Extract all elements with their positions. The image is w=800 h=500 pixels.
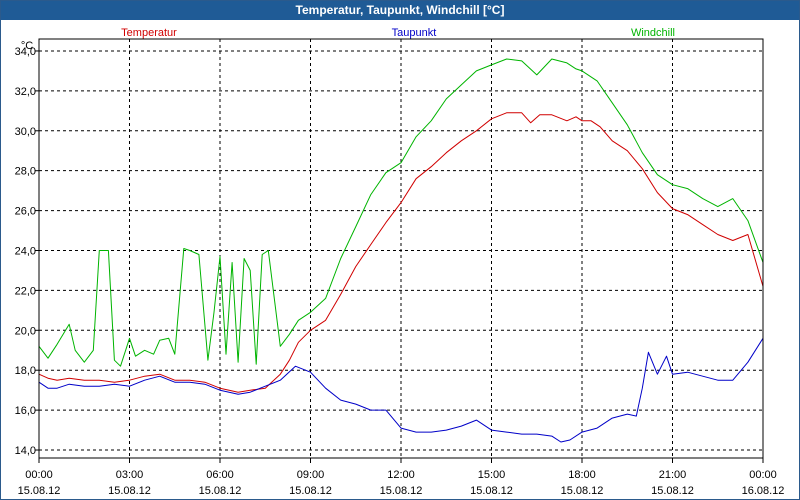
x-tick-date: 15.08.12 <box>470 485 513 497</box>
y-tick-label: 16,0 <box>15 405 36 417</box>
series-line-taupunkt <box>38 338 764 443</box>
series-line-windchill <box>38 58 764 367</box>
x-tick-date: 15.08.12 <box>108 485 151 497</box>
chart-title: Temperatur, Taupunkt, Windchill [°C] <box>1 1 799 20</box>
x-tick-time: 00:00 <box>25 469 53 481</box>
y-tick-label: 24,0 <box>15 245 36 257</box>
y-tick-label: 22,0 <box>15 285 36 297</box>
x-tick-time: 00:00 <box>749 469 777 481</box>
plot-border <box>38 38 764 459</box>
x-tick-time: 21:00 <box>659 469 687 481</box>
x-tick-time: 18:00 <box>568 469 596 481</box>
y-tick-label: 30,0 <box>15 126 36 138</box>
x-tick-date: 16.08.12 <box>742 485 785 497</box>
x-tick-date: 15.08.12 <box>651 485 694 497</box>
y-tick-label: 14,0 <box>15 445 36 457</box>
y-tick-label: 26,0 <box>15 206 36 218</box>
x-tick-time: 12:00 <box>387 469 415 481</box>
x-tick-date: 15.08.12 <box>199 485 242 497</box>
series-line-temperatur <box>38 112 764 393</box>
y-axis-label: °C <box>21 40 33 52</box>
x-tick-date: 15.08.12 <box>18 485 61 497</box>
y-tick-label: 34,0 <box>15 46 36 58</box>
x-tick-date: 15.08.12 <box>289 485 332 497</box>
y-tick-label: 20,0 <box>15 325 36 337</box>
y-tick-label: 18,0 <box>15 365 36 377</box>
x-tick-time: 06:00 <box>206 469 234 481</box>
y-tick-label: 28,0 <box>15 166 36 178</box>
x-tick-date: 15.08.12 <box>561 485 604 497</box>
x-tick-time: 03:00 <box>116 469 144 481</box>
x-tick-time: 15:00 <box>478 469 506 481</box>
y-tick-label: 32,0 <box>15 86 36 98</box>
legend-windchill: Windchill <box>631 27 675 39</box>
x-tick-date: 15.08.12 <box>380 485 423 497</box>
legend-taupunkt: Taupunkt <box>392 27 437 39</box>
legend-temperatur: Temperatur <box>121 27 177 39</box>
x-tick-time: 09:00 <box>297 469 325 481</box>
